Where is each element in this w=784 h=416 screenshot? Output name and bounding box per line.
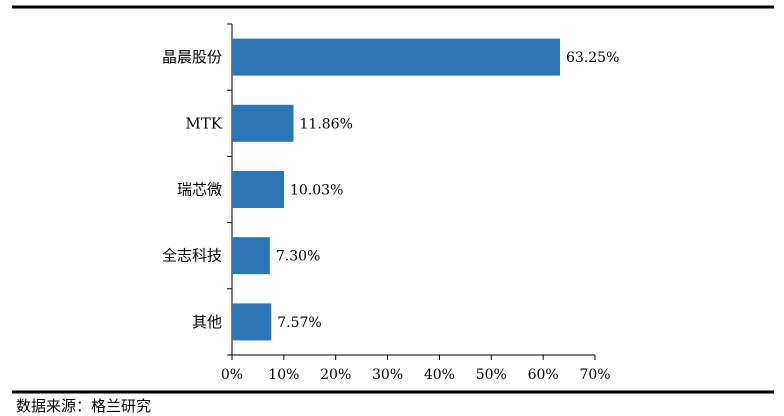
category-label: 瑞芯微 <box>177 181 222 199</box>
x-tick-label: 20% <box>320 367 351 383</box>
category-label: 其他 <box>192 313 222 331</box>
bar <box>232 104 294 142</box>
data-label: 11.86% <box>300 116 353 132</box>
x-tick-label: 70% <box>579 367 610 383</box>
x-tick-label: 60% <box>528 367 559 383</box>
plot-area: 0% 10% 20% 30% 40% 50% 60% 70% 晶晨股份 63.25% MTK 11.8… <box>162 23 619 383</box>
x-tick-label: 10% <box>268 367 299 383</box>
data-label: 7.30% <box>276 249 320 265</box>
x-tick-label: 0% <box>221 367 243 383</box>
bar <box>232 237 270 275</box>
bar <box>232 171 285 208</box>
data-label: 63.25% <box>566 50 619 66</box>
category-label: 全志科技 <box>162 247 222 265</box>
x-tick-label: 50% <box>476 367 507 383</box>
category-label: 晶晨股份 <box>162 48 222 66</box>
data-label: 7.57% <box>277 315 321 331</box>
category-label: MTK <box>185 114 222 132</box>
bar <box>232 303 272 341</box>
data-label: 10.03% <box>290 183 343 199</box>
bar <box>232 38 560 76</box>
x-tick-label: 40% <box>424 367 455 383</box>
source-note: 数据来源：格兰研究 <box>16 397 152 415</box>
x-tick-label: 30% <box>372 367 403 383</box>
